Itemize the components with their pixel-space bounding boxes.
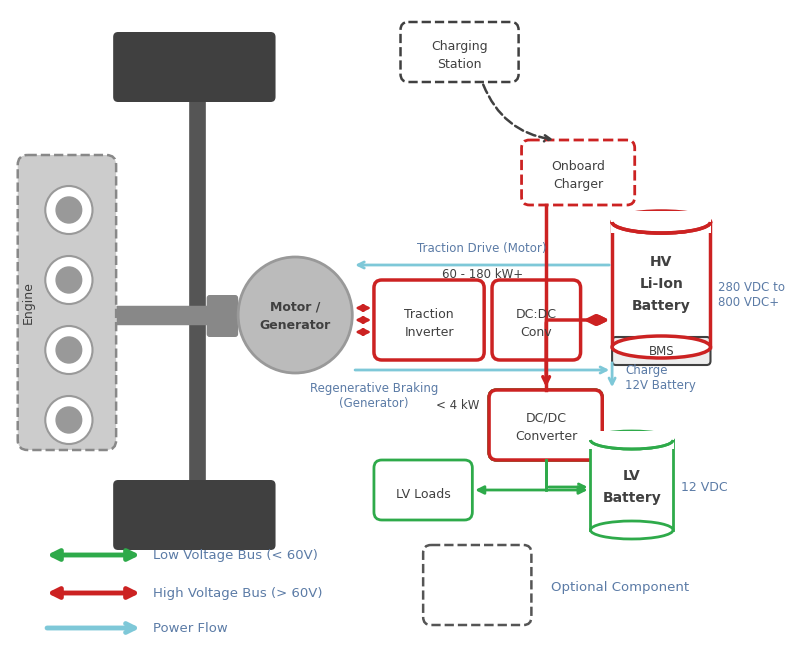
Text: Traction: Traction: [404, 308, 454, 320]
FancyBboxPatch shape: [489, 390, 602, 460]
FancyBboxPatch shape: [401, 22, 518, 82]
Bar: [590, 440, 673, 530]
Text: DC/DC: DC/DC: [526, 411, 566, 425]
Bar: [611, 211, 711, 222]
FancyBboxPatch shape: [374, 460, 472, 520]
FancyBboxPatch shape: [423, 545, 531, 625]
Bar: [612, 222, 710, 347]
Ellipse shape: [590, 431, 673, 449]
Circle shape: [46, 396, 93, 444]
Text: Regenerative Braking
(Generator): Regenerative Braking (Generator): [310, 382, 438, 410]
Circle shape: [46, 326, 93, 374]
FancyBboxPatch shape: [612, 337, 710, 365]
Text: HV: HV: [650, 255, 673, 269]
Text: DC:DC: DC:DC: [516, 308, 557, 320]
Text: Low Voltage Bus (< 60V): Low Voltage Bus (< 60V): [153, 549, 318, 561]
FancyBboxPatch shape: [113, 480, 275, 550]
Text: Converter: Converter: [515, 429, 578, 442]
Text: LV: LV: [623, 469, 641, 483]
Circle shape: [46, 256, 93, 304]
Text: Conv: Conv: [521, 326, 552, 338]
Text: 280 VDC to
800 VDC+: 280 VDC to 800 VDC+: [718, 281, 786, 309]
Text: Inverter: Inverter: [404, 326, 454, 338]
Text: LV Loads: LV Loads: [396, 488, 450, 500]
Text: Traction Drive (Motor): Traction Drive (Motor): [418, 242, 547, 255]
Ellipse shape: [612, 336, 710, 358]
Circle shape: [56, 337, 82, 363]
Circle shape: [238, 257, 352, 373]
Text: 60 - 180 kW+: 60 - 180 kW+: [442, 268, 522, 281]
Text: Charger: Charger: [554, 178, 604, 190]
Text: Charging: Charging: [431, 40, 488, 52]
Ellipse shape: [612, 211, 710, 233]
Text: Optional Component: Optional Component: [551, 580, 690, 594]
Text: Onboard: Onboard: [552, 159, 606, 172]
Bar: [590, 431, 674, 440]
Bar: [590, 440, 674, 449]
FancyBboxPatch shape: [113, 32, 275, 102]
Circle shape: [56, 407, 82, 433]
FancyBboxPatch shape: [489, 390, 602, 460]
Text: Li-Ion: Li-Ion: [639, 277, 683, 291]
FancyBboxPatch shape: [206, 295, 238, 337]
FancyBboxPatch shape: [522, 140, 634, 205]
Circle shape: [56, 267, 82, 293]
Text: Battery: Battery: [602, 491, 661, 505]
Text: Engine: Engine: [22, 281, 34, 324]
FancyBboxPatch shape: [374, 280, 484, 360]
Text: < 4 kW: < 4 kW: [436, 399, 479, 411]
Circle shape: [56, 197, 82, 223]
Text: Battery: Battery: [632, 299, 690, 313]
Ellipse shape: [590, 521, 673, 539]
Text: Station: Station: [438, 58, 482, 70]
Circle shape: [46, 186, 93, 234]
Text: Generator: Generator: [259, 318, 331, 332]
Text: 12 VDC: 12 VDC: [681, 480, 727, 494]
Bar: [611, 222, 711, 233]
Text: Charge
12V Battery: Charge 12V Battery: [625, 364, 696, 392]
Text: BMS: BMS: [649, 344, 674, 358]
FancyBboxPatch shape: [18, 155, 116, 450]
Text: Power Flow: Power Flow: [153, 622, 227, 634]
Text: Motor /: Motor /: [270, 301, 321, 314]
Text: High Voltage Bus (> 60V): High Voltage Bus (> 60V): [153, 586, 322, 600]
FancyBboxPatch shape: [492, 280, 581, 360]
